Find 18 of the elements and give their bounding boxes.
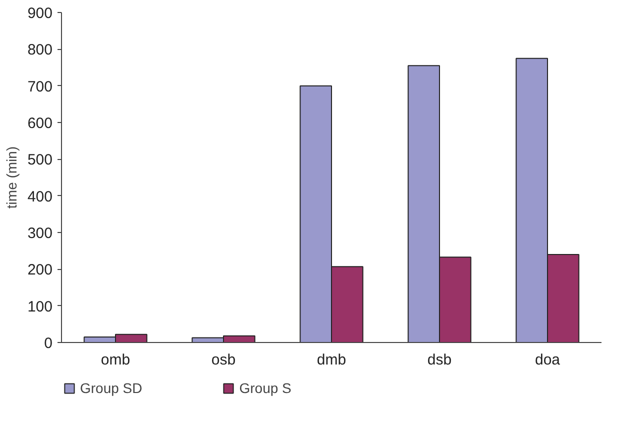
y-axis-title: time (min): [3, 146, 20, 209]
y-tick-label: 600: [27, 115, 53, 132]
x-tick-label: omb: [100, 352, 130, 368]
y-tick-label: 500: [27, 152, 53, 169]
legend-label: Group S: [239, 380, 292, 396]
legend-label: Group SD: [80, 380, 142, 396]
y-tick-label: 100: [27, 298, 53, 316]
y-tick-label: 700: [27, 78, 53, 96]
y-tick-label: 900: [27, 5, 53, 22]
y-tick-label: 300: [27, 225, 53, 242]
y-tick-label: 400: [27, 188, 53, 206]
y-tick-label: 800: [27, 42, 53, 59]
x-tick-label: dsb: [427, 352, 452, 368]
x-tick-label: doa: [534, 352, 561, 368]
y-tick-label: 200: [27, 262, 53, 279]
x-tick-label: dmb: [316, 352, 346, 368]
y-tick-label: 0: [44, 335, 52, 352]
x-tick-label: osb: [211, 352, 236, 368]
